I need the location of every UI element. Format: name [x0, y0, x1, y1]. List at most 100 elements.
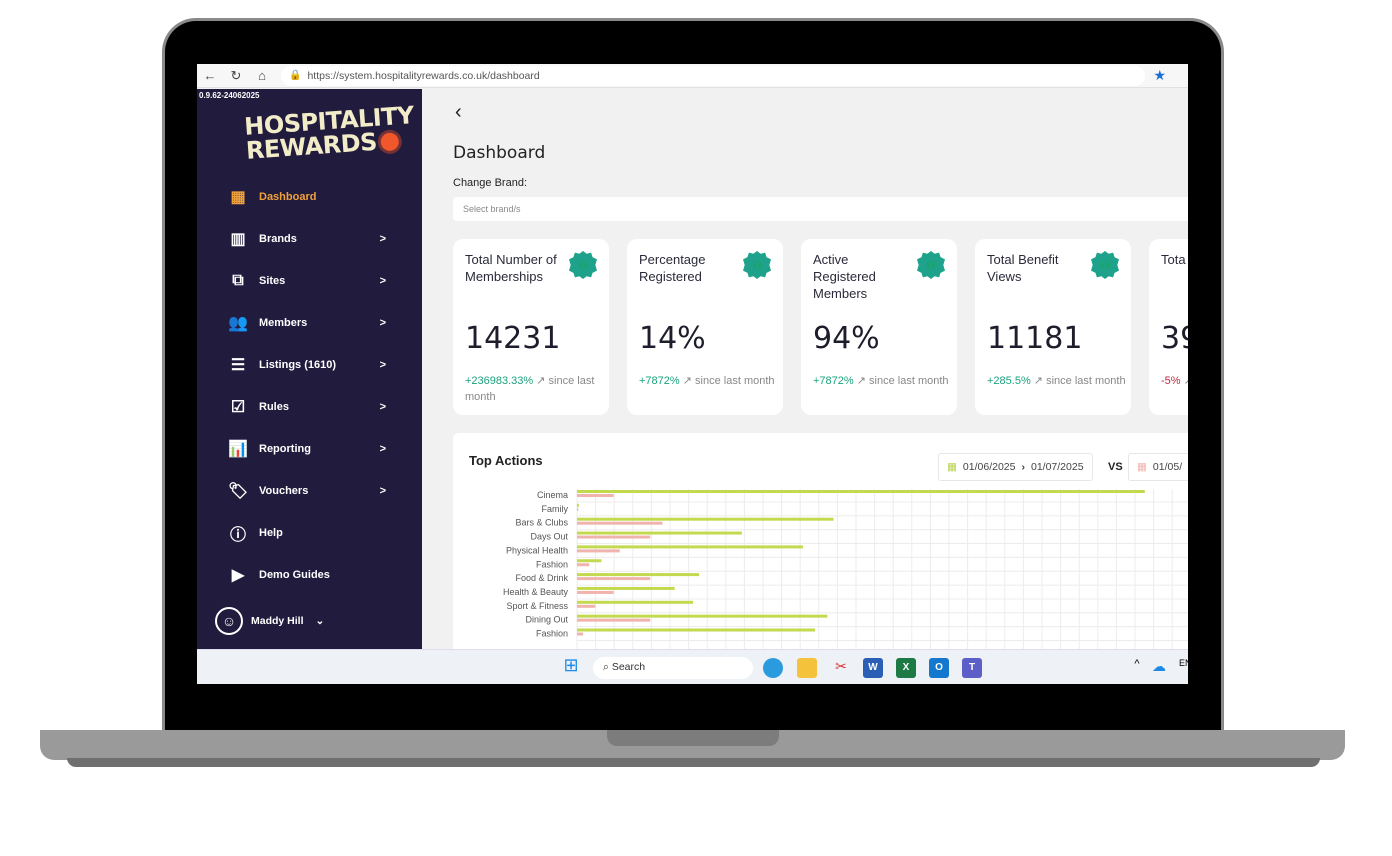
chevron-right-icon: >	[379, 233, 386, 245]
edge-icon[interactable]	[763, 658, 783, 678]
windows-start-icon[interactable]: ⊞	[563, 655, 579, 675]
address-bar[interactable]: 🔒 https://system.hospitalityrewards.co.uk…	[281, 65, 1146, 86]
file-explorer-icon[interactable]	[797, 658, 817, 678]
category-label: Physical Health	[506, 545, 568, 555]
taskbar: ⊞ ⌕ Search ✂ W X O T ^ ☁ EN	[197, 649, 1188, 684]
version-label: 0.9.62-24062025	[199, 91, 260, 100]
range-start: 01/06/2025	[962, 461, 1016, 473]
excel-icon[interactable]: X	[896, 658, 916, 678]
laptop-notch	[607, 730, 779, 746]
user-name: Maddy Hill	[251, 615, 304, 627]
stat-card: Total Benefit Views ⚇ 11181 +285.5% ↗ si…	[975, 239, 1131, 415]
home-icon[interactable]: ⌂	[258, 68, 266, 83]
language-indicator[interactable]: EN	[1179, 658, 1188, 668]
sitemap-icon: ⧉	[232, 272, 244, 289]
chevron-right-icon: >	[379, 401, 386, 413]
chevron-up-icon[interactable]: ^	[1134, 658, 1140, 670]
members-badge-icon: ⚇	[1091, 251, 1119, 279]
category-label: Sport & Fitness	[506, 601, 568, 611]
card-change-suffix: since last month	[465, 375, 595, 403]
sidebar-item-brands[interactable]: ▥ Brands >	[197, 224, 422, 254]
search-label: Search	[611, 661, 646, 673]
main-content: ‹ Dashboard Change Brand: Select brand/s…	[422, 89, 1188, 663]
range-start: 01/05/	[1152, 461, 1183, 473]
bar	[577, 545, 803, 549]
stat-card: Total Number of Memberships ⚇ 14231 +236…	[453, 239, 609, 415]
category-label: Fashion	[536, 629, 568, 639]
star-icon[interactable]: ★	[1153, 67, 1166, 83]
snipping-tool-icon[interactable]: ✂	[835, 658, 847, 674]
category-label: Health & Beauty	[503, 587, 569, 597]
sidebar-item-listings[interactable]: ☰ Listings (1610) >	[197, 350, 422, 380]
bar	[577, 577, 651, 581]
chevron-right-icon: >	[379, 485, 386, 497]
trend-icon: ↗	[536, 375, 546, 387]
bar	[577, 490, 1145, 493]
taskbar-search[interactable]: ⌕ Search	[593, 657, 753, 679]
reload-icon[interactable]: ↻	[230, 67, 242, 83]
bar	[577, 618, 651, 622]
date-range-current[interactable]: ▦ 01/06/2025 › 01/07/2025	[938, 453, 1093, 481]
sidebar-item-sites[interactable]: ⧉ Sites >	[197, 266, 422, 296]
stat-card: Active Registered Members ⚇ 94% +7872% ↗…	[801, 239, 957, 415]
outlook-icon[interactable]: O	[929, 658, 949, 678]
card-change: +236983.33%	[465, 375, 534, 387]
category-label: Bars & Clubs	[515, 518, 568, 528]
sidebar-item-label: Help	[259, 527, 283, 539]
card-change: +7872%	[813, 375, 854, 387]
bar	[577, 600, 694, 604]
card-title: Total Number of Memberships	[465, 252, 557, 284]
user-menu[interactable]: ☺ Maddy Hill ⌄	[215, 607, 324, 635]
trend-icon: ↗	[682, 375, 692, 387]
vs-label: VS	[1108, 461, 1123, 473]
calendar-icon: ▦	[1137, 461, 1147, 473]
back-icon[interactable]: ←	[203, 68, 217, 83]
sidebar-item-vouchers[interactable]: 🏷 Vouchers >	[197, 476, 422, 506]
brand-select[interactable]: Select brand/s	[453, 197, 1188, 221]
bar	[577, 494, 614, 497]
back-chevron-icon[interactable]: ‹	[455, 101, 462, 123]
chart-icon: 📊	[228, 441, 248, 458]
sidebar-item-label: Vouchers	[259, 485, 309, 497]
sidebar-item-label: Brands	[259, 233, 297, 245]
category-label: Family	[542, 504, 569, 514]
sidebar-item-label: Demo Guides	[259, 569, 330, 581]
change-brand-label: Change Brand:	[453, 177, 527, 189]
bar	[577, 507, 579, 511]
category-label: Cinema	[537, 490, 568, 500]
browser-toolbar: ← ↻ ⌂ 🔒 https://system.hospitalityrewards…	[197, 64, 1188, 88]
members-badge-icon: ⚇	[569, 251, 597, 279]
bar	[577, 535, 651, 539]
teams-icon[interactable]: T	[962, 658, 982, 678]
card-title: Total Benefit Views	[987, 252, 1059, 284]
sidebar-item-label: Reporting	[259, 443, 311, 455]
sidebar-item-rules[interactable]: ☑ Rules >	[197, 392, 422, 422]
category-label: Fashion	[536, 559, 568, 569]
members-badge-icon: ⚇	[743, 251, 771, 279]
members-badge-icon: ⚇	[917, 251, 945, 279]
date-range-compare[interactable]: ▦ 01/05/	[1128, 453, 1188, 481]
bar	[577, 549, 620, 553]
chevron-down-icon: ⌄	[315, 615, 325, 627]
card-change-suffix: since last month	[695, 375, 775, 387]
bar	[577, 563, 590, 567]
sidebar-item-reporting[interactable]: 📊 Reporting >	[197, 434, 422, 464]
bar	[577, 614, 828, 618]
checklist-icon: ☑	[230, 399, 246, 416]
bar	[577, 531, 742, 535]
category-label: Food & Drink	[515, 573, 568, 583]
buildings-icon: ▥	[230, 231, 246, 248]
sidebar-item-demo-guides[interactable]: ▶ Demo Guides	[197, 560, 422, 590]
sidebar-item-members[interactable]: 👥 Members >	[197, 308, 422, 338]
page-title: Dashboard	[453, 143, 546, 163]
bar	[577, 559, 602, 563]
bar	[577, 628, 816, 632]
card-title: Percentage Registered	[639, 252, 706, 284]
onedrive-icon[interactable]: ☁	[1152, 658, 1166, 674]
card-value: 14231	[465, 321, 561, 356]
sidebar-item-help[interactable]: ⓘ Help	[197, 518, 422, 548]
sidebar-item-dashboard[interactable]: ▦ Dashboard	[197, 182, 422, 212]
word-icon[interactable]: W	[863, 658, 883, 678]
card-change: +7872%	[639, 375, 680, 387]
top-actions-panel: Top Actions ▦ 01/06/2025 › 01/07/2025 VS…	[453, 433, 1188, 663]
